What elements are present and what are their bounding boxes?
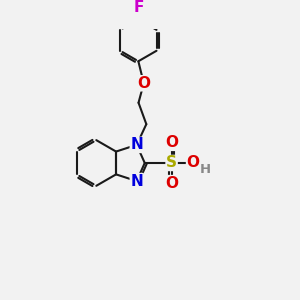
Text: N: N [130,174,143,189]
Text: O: O [187,155,200,170]
Text: F: F [133,0,144,15]
Text: O: O [137,76,150,91]
Text: S: S [166,155,177,170]
Text: O: O [165,176,178,190]
Text: O: O [165,135,178,150]
Text: N: N [130,137,143,152]
Text: H: H [200,163,211,176]
